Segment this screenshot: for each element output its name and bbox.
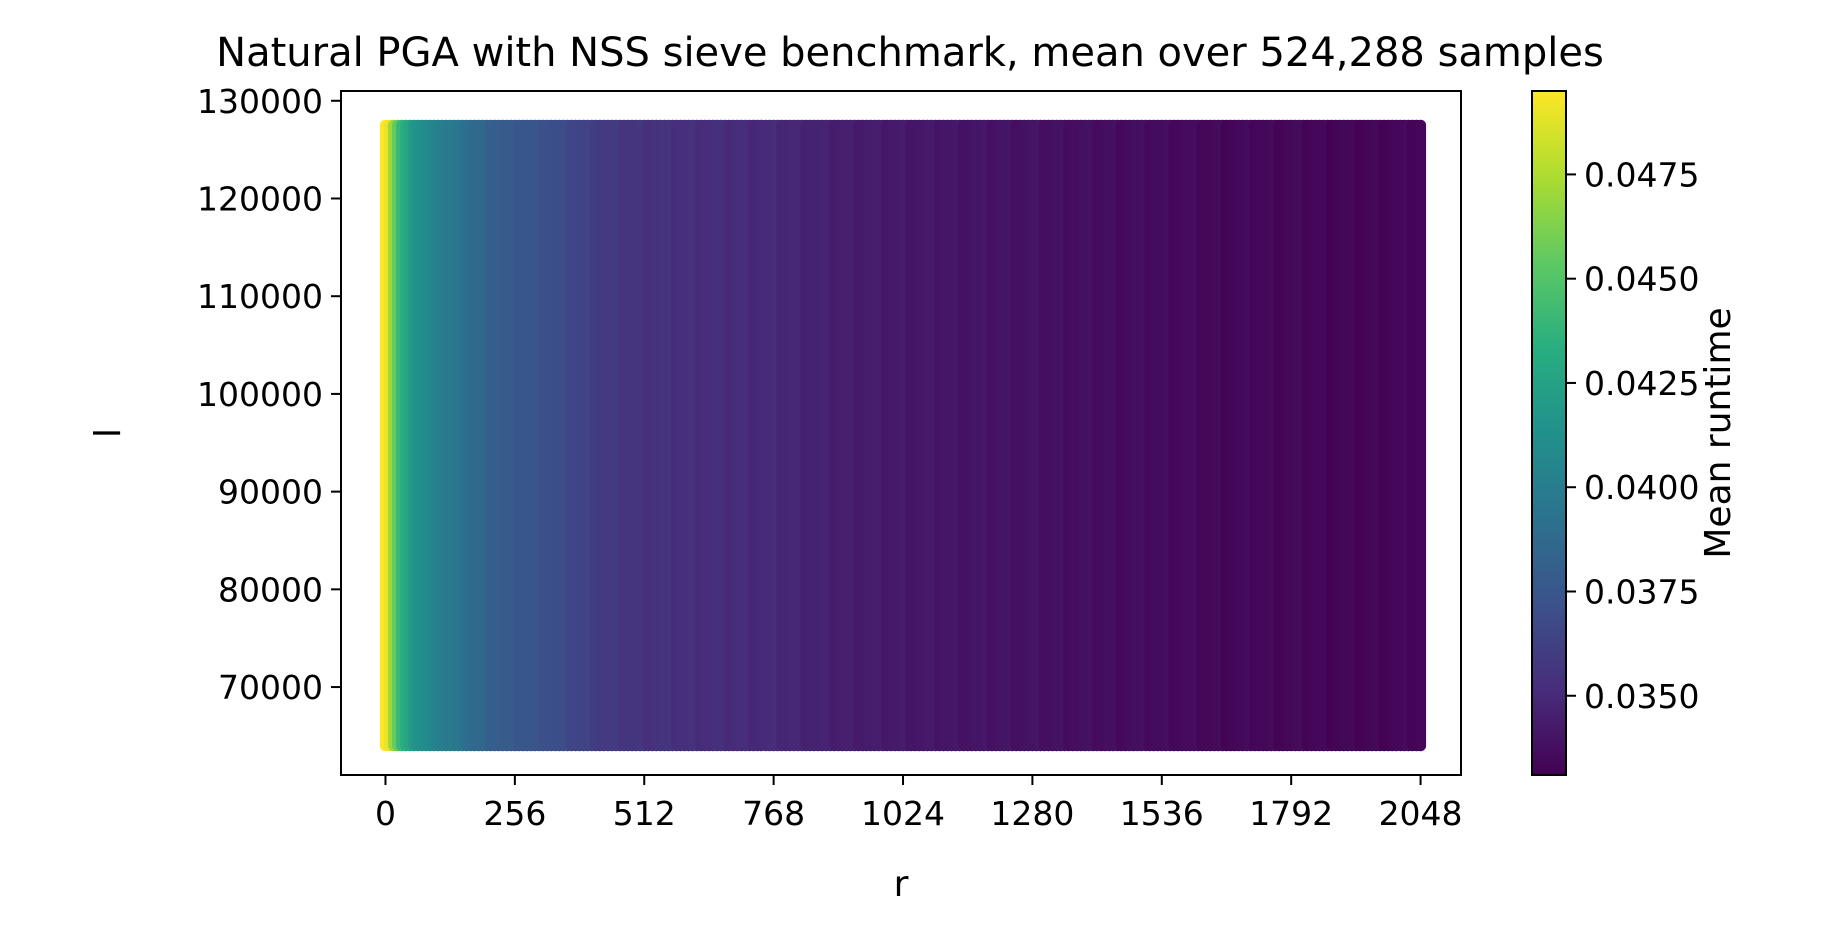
x-tick-label: 1280 — [990, 794, 1074, 833]
colorbar-ticks: 0.0350 0.0375 0.0400 0.0425 0.0450 0.0475 — [1566, 155, 1699, 716]
x-tick-label: 768 — [742, 794, 805, 833]
x-tick-label: 1536 — [1120, 794, 1204, 833]
y-axis-label: l — [88, 428, 129, 438]
y-tick-label: 120000 — [197, 179, 323, 218]
x-tick-label: 512 — [613, 794, 676, 833]
y-tick-label: 90000 — [218, 473, 323, 512]
chart-title: Natural PGA with NSS sieve benchmark, me… — [216, 30, 1604, 76]
x-tick-label: 2048 — [1379, 794, 1463, 833]
y-tick-label: 110000 — [197, 277, 323, 316]
x-tick-label: 1792 — [1249, 794, 1333, 833]
colorbar — [1531, 90, 1567, 776]
colorbar-tick-label: 0.0425 — [1584, 364, 1699, 403]
x-axis-label: r — [894, 864, 909, 905]
y-axis-ticks: 70000 80000 90000 100000 110000 120000 130000 — [197, 82, 341, 707]
x-tick-label: 0 — [375, 794, 396, 833]
plot-area-frame — [340, 90, 1462, 776]
x-axis-ticks: 0 256 512 768 1024 1280 1536 1792 2048 — [375, 775, 1463, 833]
colorbar-tick-label: 0.0400 — [1584, 468, 1699, 507]
data-points — [379, 119, 1427, 752]
colorbar-tick-label: 0.0450 — [1584, 260, 1699, 299]
y-tick-label: 100000 — [197, 375, 323, 414]
y-tick-label: 70000 — [218, 668, 323, 707]
y-tick-label: 130000 — [197, 82, 323, 121]
colorbar-label: Mean runtime — [1698, 307, 1739, 558]
colorbar-tick-label: 0.0475 — [1584, 155, 1699, 194]
colorbar-tick-label: 0.0375 — [1584, 572, 1699, 611]
x-tick-label: 256 — [483, 794, 546, 833]
x-tick-label: 1024 — [861, 794, 945, 833]
data-point-column — [1415, 119, 1427, 752]
colorbar-tick-label: 0.0350 — [1584, 677, 1699, 716]
y-tick-label: 80000 — [218, 570, 323, 609]
